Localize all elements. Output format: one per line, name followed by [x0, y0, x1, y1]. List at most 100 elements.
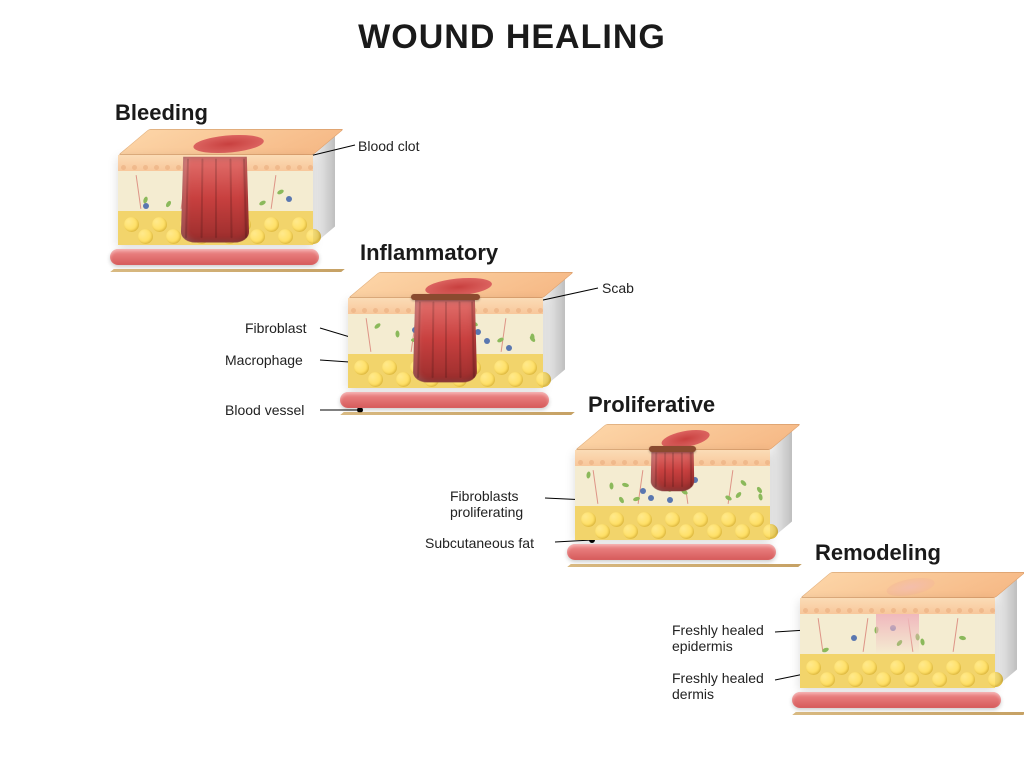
blood-vessel	[567, 544, 776, 560]
annotation-inflammatory-3: Blood vessel	[225, 402, 304, 418]
fibroblast-icon	[586, 471, 591, 478]
front-face	[800, 598, 995, 688]
wound-opening	[185, 135, 273, 153]
fat-cell	[368, 372, 383, 387]
fat-cell	[693, 512, 708, 527]
fat-cell	[679, 524, 694, 539]
fat-cell	[609, 512, 624, 527]
fat-cell	[522, 360, 537, 375]
fibroblast-icon	[758, 493, 763, 501]
fibroblast-icon	[618, 496, 625, 504]
annotation-bleeding-0: Blood clot	[358, 138, 419, 154]
annotation-proliferative-1: Subcutaneous fat	[425, 535, 534, 551]
fat-cell	[354, 360, 369, 375]
fibroblast-icon	[609, 482, 613, 489]
wound	[181, 157, 250, 242]
side-face	[313, 137, 335, 245]
macrophage-icon	[143, 203, 149, 209]
fat-cell	[749, 512, 764, 527]
main-title: WOUND HEALING	[0, 18, 1024, 57]
fat-cell	[264, 217, 279, 232]
blood-vessel	[110, 249, 319, 265]
stage-title-inflammatory: Inflammatory	[360, 240, 498, 266]
top-face	[800, 572, 1024, 598]
fat-layer	[800, 654, 995, 688]
fat-cell	[735, 524, 750, 539]
fibroblast-icon	[529, 335, 537, 343]
fibroblast-icon	[622, 483, 630, 489]
fat-cell	[637, 512, 652, 527]
macrophage-icon	[286, 196, 292, 202]
macrophage-icon	[648, 495, 654, 501]
fat-cell	[932, 672, 947, 687]
macrophage-icon	[851, 635, 857, 641]
fibroblast-icon	[277, 189, 285, 196]
fat-cell	[581, 512, 596, 527]
side-face	[995, 580, 1017, 688]
annotation-inflammatory-1: Fibroblast	[245, 320, 306, 336]
stage-title-remodeling: Remodeling	[815, 540, 941, 566]
fat-cell	[820, 672, 835, 687]
fat-cell	[890, 660, 905, 675]
fat-cell	[721, 512, 736, 527]
fat-cell	[250, 229, 265, 244]
fat-cell	[152, 217, 167, 232]
front-face	[575, 450, 770, 540]
annotation-remodeling-0: Freshly healed epidermis	[672, 622, 764, 654]
top-face	[118, 129, 344, 155]
fat-cell	[595, 524, 610, 539]
diagram-canvas: { "title": { "text": "WOUND HEALING", "f…	[0, 0, 1024, 768]
annotation-inflammatory-0: Scab	[602, 280, 634, 296]
fat-cell	[623, 524, 638, 539]
fat-cell	[946, 660, 961, 675]
fat-cell	[876, 672, 891, 687]
fibroblast-icon	[756, 486, 763, 494]
wound	[651, 450, 695, 490]
fat-cell	[918, 660, 933, 675]
fibroblast-icon	[919, 638, 924, 646]
fat-cell	[806, 660, 821, 675]
fat-cell	[480, 372, 495, 387]
fat-cell	[904, 672, 919, 687]
stage-title-proliferative: Proliferative	[588, 392, 715, 418]
blood-vessel	[792, 692, 1001, 708]
fat-cell	[651, 524, 666, 539]
annotation-proliferative-0: Fibroblasts proliferating	[450, 488, 523, 520]
scab	[649, 446, 696, 452]
fat-layer	[575, 506, 770, 540]
healed-dermis	[876, 614, 919, 654]
fat-cell	[494, 360, 509, 375]
fat-cell	[834, 660, 849, 675]
fat-cell	[960, 672, 975, 687]
macrophage-icon	[506, 345, 512, 351]
fat-cell	[862, 660, 877, 675]
fat-cell	[848, 672, 863, 687]
fibroblast-icon	[958, 635, 966, 640]
fat-cell	[124, 217, 139, 232]
fat-cell	[508, 372, 523, 387]
side-face	[543, 280, 565, 388]
fibroblast-icon	[724, 495, 732, 502]
side-face	[770, 432, 792, 540]
fat-cell	[707, 524, 722, 539]
fat-cell	[974, 660, 989, 675]
macrophage-icon	[640, 488, 646, 494]
front-face	[118, 155, 313, 245]
blood-vessel	[340, 392, 549, 408]
fat-cell	[665, 512, 680, 527]
fat-cell	[278, 229, 293, 244]
macrophage-icon	[667, 497, 673, 503]
annotation-remodeling-1: Freshly healed dermis	[672, 670, 764, 702]
front-face	[348, 298, 543, 388]
fat-cell	[292, 217, 307, 232]
fibroblast-icon	[395, 330, 399, 337]
macrophage-icon	[484, 338, 490, 344]
annotation-inflammatory-2: Macrophage	[225, 352, 303, 368]
fibroblast-icon	[373, 322, 381, 330]
fibroblast-icon	[165, 200, 172, 208]
fat-cell	[382, 360, 397, 375]
wound-opening	[878, 578, 942, 596]
stage-title-bleeding: Bleeding	[115, 100, 208, 126]
fat-cell	[396, 372, 411, 387]
fat-cell	[138, 229, 153, 244]
